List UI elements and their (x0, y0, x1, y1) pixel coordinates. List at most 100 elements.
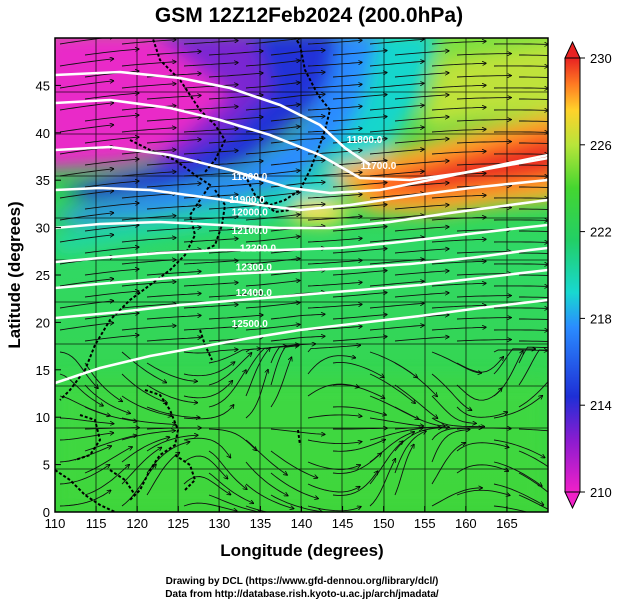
streamline (394, 337, 449, 342)
contour-label: 11800.0 (347, 135, 383, 146)
streamline (394, 362, 437, 396)
streamline (307, 304, 362, 309)
streamline (183, 85, 238, 89)
colorbar-max-arrow (564, 40, 581, 59)
streamline (121, 431, 175, 441)
streamline (183, 305, 238, 309)
streamline (307, 216, 362, 221)
streamline (208, 370, 246, 408)
streamline (519, 142, 548, 144)
streamline (369, 61, 424, 67)
streamline (431, 430, 470, 463)
streamline (307, 238, 362, 243)
streamline (270, 494, 322, 512)
streamline (369, 281, 424, 287)
streamline (369, 459, 395, 507)
streamline (307, 62, 362, 67)
streamline (456, 274, 511, 275)
streamline (369, 373, 415, 403)
streamline (394, 51, 449, 56)
streamline (394, 406, 445, 426)
streamline (146, 139, 201, 144)
x-tick-label: 115 (86, 516, 107, 531)
y-tick-label: 35 (36, 173, 50, 188)
x-axis-ticks: 110 115 120 125 130 135 140 145 150 155 160 165 (45, 506, 518, 531)
streamline (394, 73, 449, 78)
streamline (519, 208, 548, 210)
streamline (183, 405, 234, 420)
contour-label: 11700.0 (361, 161, 397, 172)
streamline (332, 183, 387, 188)
streamline (183, 195, 238, 199)
streamline (394, 227, 449, 232)
streamline (84, 291, 139, 298)
streamline (59, 191, 114, 199)
streamline (245, 483, 294, 509)
streamline (332, 205, 387, 210)
streamline (431, 351, 481, 373)
x-tick-label: 155 (414, 516, 436, 531)
streamline (307, 128, 362, 133)
contour-label: 12100.0 (232, 226, 269, 237)
streamline (146, 384, 197, 403)
streamline (146, 435, 198, 452)
streamline (431, 417, 484, 427)
streamline (493, 44, 548, 45)
streamline (84, 465, 129, 496)
streamline (84, 269, 139, 276)
streamline (431, 107, 486, 111)
streamline (431, 373, 472, 410)
streamline (270, 450, 318, 478)
colorbar-tick-label: 222 (590, 225, 612, 240)
streamline (333, 428, 387, 429)
streamline (59, 103, 114, 111)
streamline (369, 325, 424, 331)
streamline (270, 346, 299, 386)
streamline (245, 281, 300, 287)
streamline (456, 76, 511, 77)
streamline (208, 51, 263, 56)
streamline (519, 318, 548, 320)
streamline (245, 39, 300, 45)
y-tick-label: 40 (36, 126, 50, 141)
y-tick-label: 5 (43, 458, 50, 473)
streamline (146, 95, 201, 100)
streamline (519, 76, 548, 78)
streamline (121, 128, 176, 133)
streamline (307, 439, 362, 444)
streamline (431, 428, 482, 441)
streamline (84, 115, 139, 122)
streamline (307, 461, 360, 470)
streamline (146, 315, 201, 320)
streamline (493, 154, 548, 155)
streamline (183, 381, 232, 399)
streamline (519, 98, 548, 100)
streamline (270, 72, 325, 78)
streamline (183, 362, 235, 377)
streamline (493, 351, 523, 397)
streamline (84, 335, 139, 342)
streamline (332, 361, 384, 377)
x-tick-label: 135 (250, 516, 272, 531)
streamline (519, 54, 548, 56)
streamline (270, 116, 325, 122)
y-tick-label: 45 (36, 78, 50, 93)
streamline (245, 61, 300, 67)
streamline (394, 445, 414, 496)
streamline (208, 353, 252, 386)
streamline (332, 249, 387, 254)
streamline (332, 139, 387, 144)
streamline (208, 73, 263, 78)
streamline (431, 129, 486, 133)
streamline (307, 194, 362, 199)
streamline (59, 417, 114, 424)
streamline (431, 151, 486, 155)
streamline (394, 139, 449, 144)
streamline (245, 461, 288, 496)
streamline (146, 271, 201, 276)
streamline (493, 66, 548, 67)
streamline (146, 51, 201, 56)
streamline (84, 203, 139, 210)
streamline (245, 215, 300, 221)
